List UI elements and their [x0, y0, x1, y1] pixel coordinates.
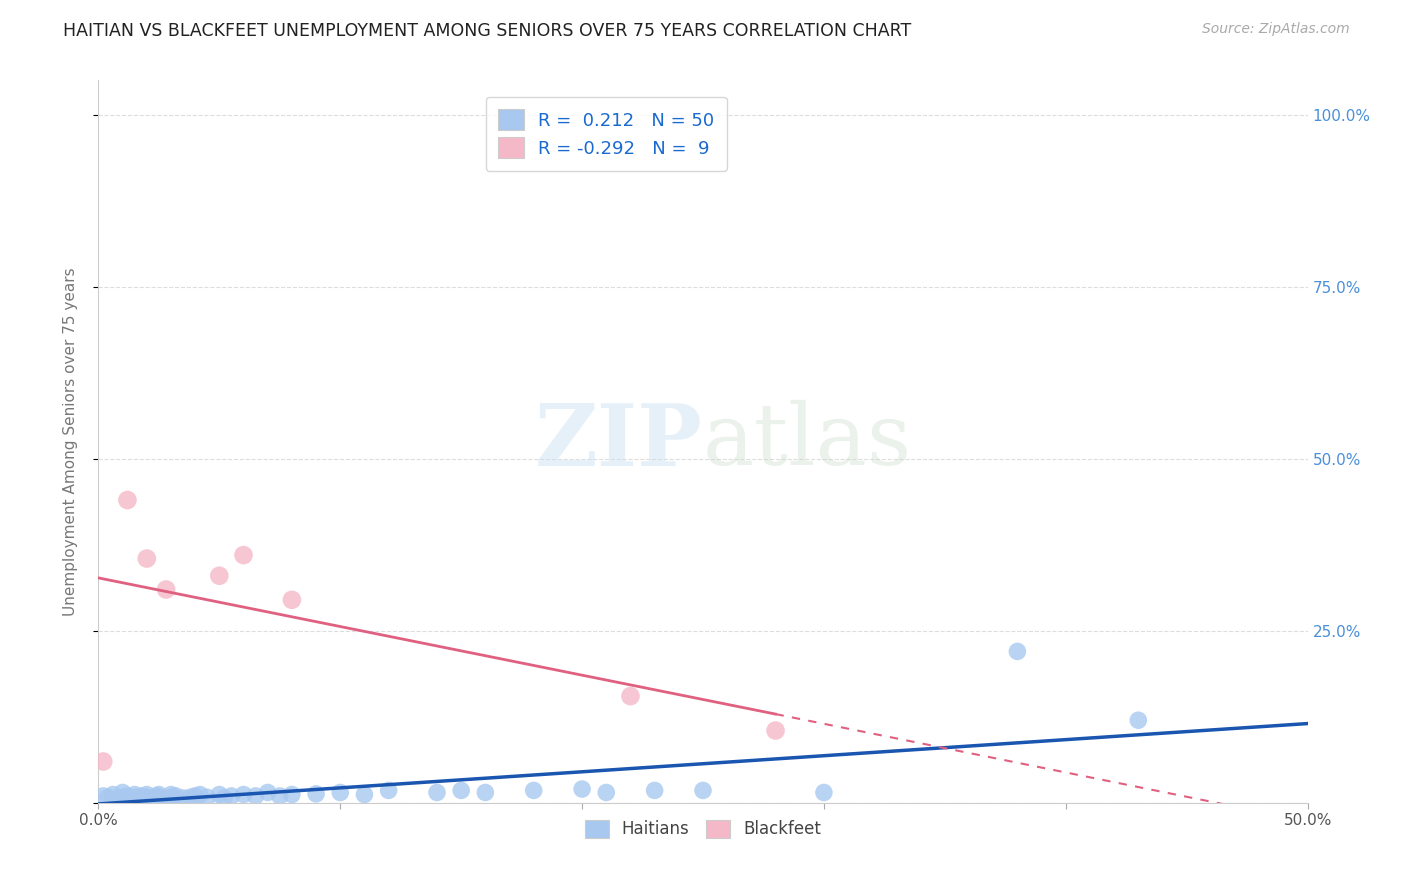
Point	[281, 788, 304, 802]
Point	[118, 791, 141, 805]
Point	[184, 789, 207, 803]
Point	[232, 788, 254, 802]
Point	[160, 790, 183, 805]
Point	[212, 791, 235, 805]
Point	[107, 792, 129, 806]
Point	[426, 785, 449, 799]
Point	[91, 755, 114, 769]
Point	[188, 788, 211, 802]
Text: atlas: atlas	[703, 400, 912, 483]
Point	[148, 790, 170, 805]
Point	[111, 790, 134, 805]
Point	[245, 789, 267, 803]
Point	[135, 788, 157, 802]
Text: ZIP: ZIP	[536, 400, 703, 483]
Point	[131, 789, 153, 803]
Point	[256, 785, 278, 799]
Point	[269, 789, 291, 803]
Point	[353, 788, 375, 802]
Y-axis label: Unemployment Among Seniors over 75 years: Unemployment Among Seniors over 75 years	[63, 268, 77, 615]
Point	[595, 785, 617, 799]
Point	[692, 783, 714, 797]
Point	[135, 551, 157, 566]
Text: HAITIAN VS BLACKFEET UNEMPLOYMENT AMONG SENIORS OVER 75 YEARS CORRELATION CHART: HAITIAN VS BLACKFEET UNEMPLOYMENT AMONG …	[63, 22, 911, 40]
Point	[232, 548, 254, 562]
Point	[329, 785, 352, 799]
Point	[91, 789, 114, 803]
Point	[195, 790, 218, 805]
Point	[208, 568, 231, 582]
Point	[152, 791, 174, 805]
Point	[208, 788, 231, 802]
Point	[1007, 644, 1029, 658]
Point	[141, 791, 163, 805]
Point	[101, 788, 124, 802]
Point	[97, 790, 120, 805]
Legend: Haitians, Blackfeet: Haitians, Blackfeet	[578, 813, 828, 845]
Point	[813, 785, 835, 799]
Point	[377, 783, 399, 797]
Point	[148, 788, 170, 802]
Point	[619, 689, 641, 703]
Point	[571, 782, 593, 797]
Point	[111, 785, 134, 799]
Point	[450, 783, 472, 797]
Point	[281, 592, 304, 607]
Point	[1128, 713, 1150, 727]
Point	[160, 788, 183, 802]
Point	[124, 788, 146, 802]
Point	[117, 789, 139, 803]
Point	[117, 493, 139, 508]
Point	[165, 789, 187, 803]
Point	[145, 789, 167, 803]
Point	[172, 791, 194, 805]
Point	[474, 785, 496, 799]
Point	[179, 790, 201, 805]
Point	[221, 789, 243, 803]
Point	[135, 790, 157, 805]
Point	[155, 582, 177, 597]
Point	[644, 783, 666, 797]
Text: Source: ZipAtlas.com: Source: ZipAtlas.com	[1202, 22, 1350, 37]
Point	[124, 792, 146, 806]
Point	[765, 723, 787, 738]
Point	[127, 790, 149, 805]
Point	[305, 787, 328, 801]
Point	[523, 783, 546, 797]
